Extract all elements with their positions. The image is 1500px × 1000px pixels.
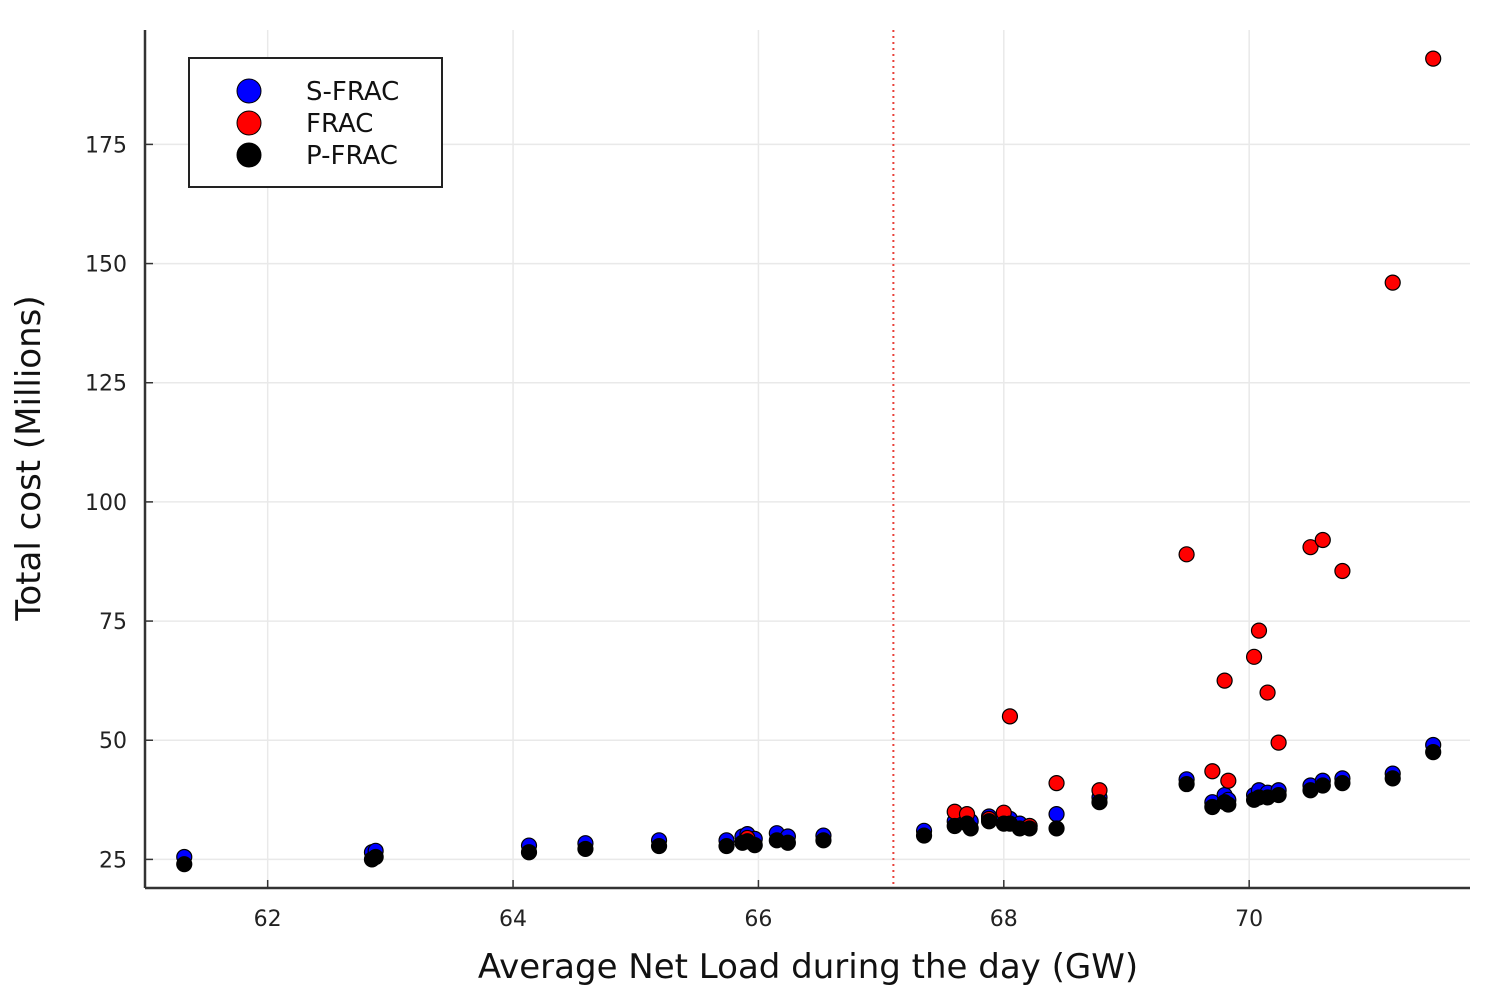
- point-p-frac: [1178, 775, 1195, 793]
- point-p-frac: [577, 840, 594, 858]
- legend-marker-p-frac: [236, 142, 262, 168]
- point-p-frac: [176, 856, 193, 873]
- legend-marker-frac: [236, 110, 262, 136]
- point-frac: [1384, 274, 1401, 291]
- y-tick-label: 75: [99, 610, 127, 635]
- point-frac: [1259, 684, 1276, 701]
- legend-marker-s-frac: [236, 78, 262, 104]
- x-axis-label: Average Net Load during the day (GW): [478, 947, 1138, 987]
- y-tick-label: 25: [99, 848, 127, 873]
- point-p-frac: [1334, 775, 1351, 792]
- y-tick-label: 100: [85, 491, 127, 516]
- point-frac: [1245, 648, 1263, 665]
- point-p-frac: [1021, 820, 1038, 837]
- point-p-frac: [520, 844, 538, 861]
- point-frac: [1270, 734, 1287, 751]
- point-p-frac: [1220, 796, 1237, 813]
- legend: S-FRAC FRAC P-FRAC: [188, 57, 443, 188]
- point-p-frac: [1384, 770, 1401, 787]
- point-p-frac: [718, 837, 735, 855]
- series-p-frac: [176, 744, 1442, 873]
- y-tick-label: 125: [85, 372, 127, 397]
- point-p-frac: [1270, 786, 1287, 804]
- y-axis-label: Total cost (Millions): [9, 295, 49, 621]
- x-tick-label: 62: [254, 907, 282, 932]
- point-p-frac: [367, 848, 384, 866]
- point-s-frac: [1048, 806, 1065, 823]
- point-p-frac: [1314, 777, 1331, 794]
- x-tick-label: 64: [499, 907, 527, 932]
- point-p-frac: [779, 834, 796, 851]
- point-p-frac: [1048, 820, 1065, 837]
- grid-lines: [145, 30, 1470, 888]
- x-tick-label: 66: [744, 907, 772, 932]
- data-points: [176, 50, 1442, 873]
- point-p-frac: [1425, 744, 1442, 761]
- point-frac: [1220, 772, 1237, 789]
- point-frac: [1302, 539, 1319, 556]
- y-tick-label: 50: [99, 729, 127, 754]
- point-frac: [1001, 708, 1019, 725]
- point-p-frac: [915, 827, 933, 844]
- x-tick-label: 68: [990, 907, 1018, 932]
- point-frac: [1178, 546, 1195, 563]
- point-frac: [1250, 622, 1268, 639]
- tick-labels: 62 64 66 68 70 25 50 75 100 125 150 175: [85, 133, 1263, 932]
- point-p-frac: [650, 837, 668, 855]
- point-frac: [1216, 672, 1233, 689]
- point-frac: [1204, 763, 1221, 780]
- axes: [143, 30, 1470, 890]
- point-p-frac: [1091, 794, 1108, 811]
- y-tick-label: 175: [85, 133, 127, 158]
- x-tick-label: 70: [1235, 907, 1263, 932]
- point-p-frac: [815, 832, 832, 849]
- point-frac: [1334, 562, 1351, 580]
- point-frac: [1314, 531, 1331, 549]
- legend-box: [188, 57, 443, 188]
- point-frac: [1048, 775, 1065, 792]
- legend-label-p-frac: P-FRAC: [306, 141, 398, 171]
- legend-label-s-frac: S-FRAC: [306, 77, 399, 107]
- legend-label-frac: FRAC: [306, 109, 373, 139]
- point-p-frac: [980, 813, 998, 830]
- point-frac: [1425, 50, 1442, 67]
- point-p-frac: [746, 836, 763, 854]
- point-p-frac: [962, 820, 979, 837]
- y-tick-label: 150: [85, 253, 127, 278]
